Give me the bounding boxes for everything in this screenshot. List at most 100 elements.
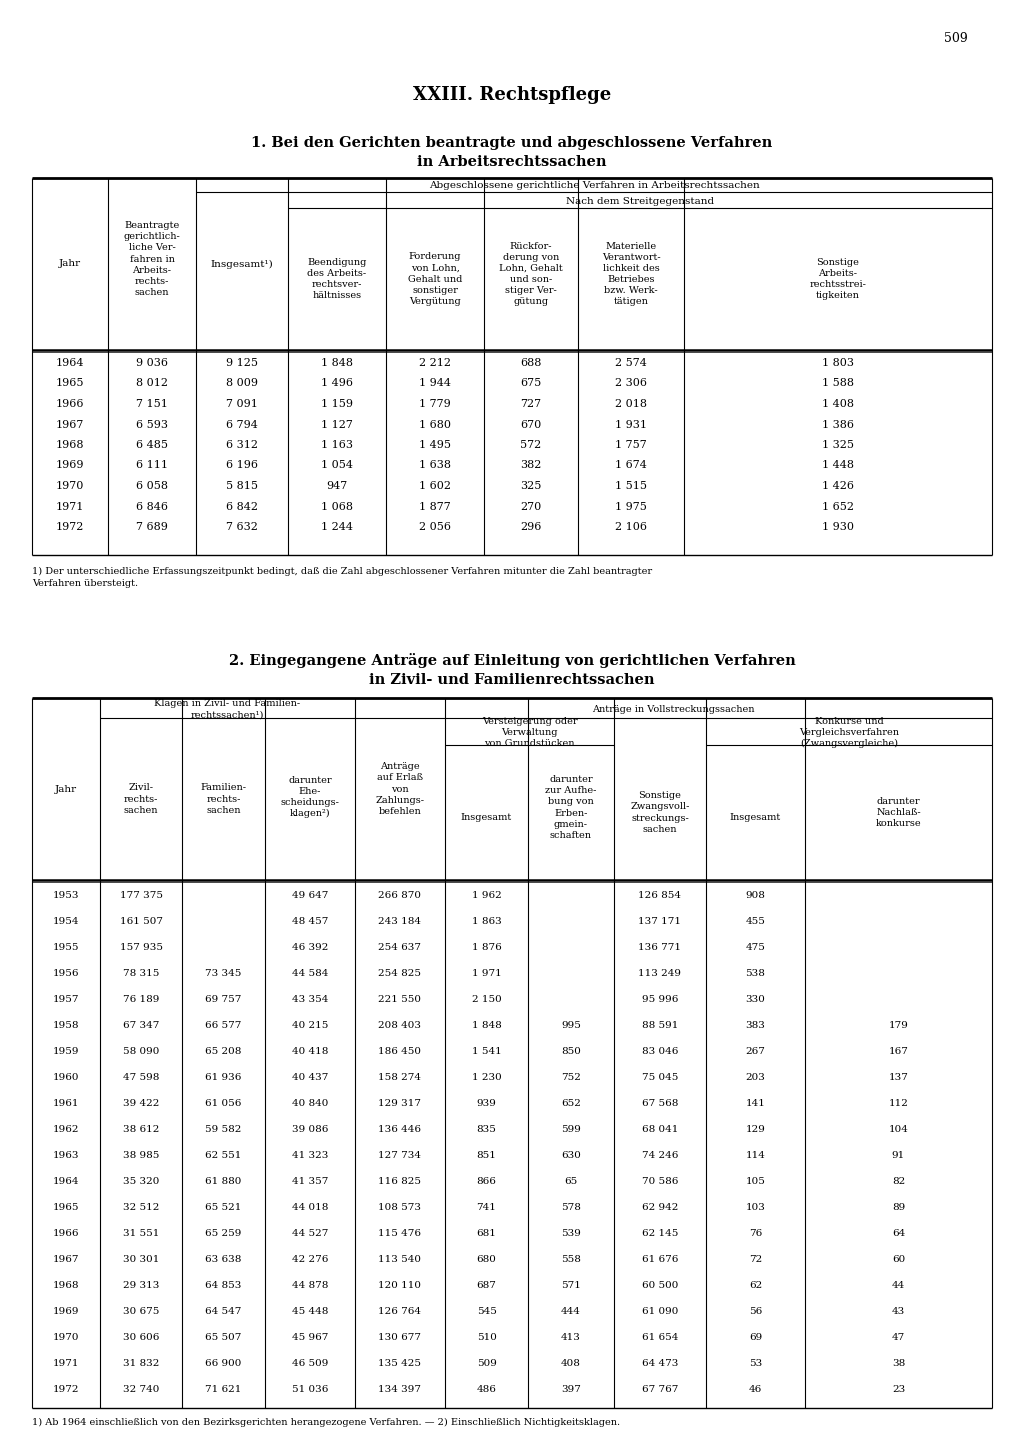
Text: 330: 330 (745, 995, 765, 1004)
Text: 61 056: 61 056 (206, 1099, 242, 1107)
Text: 254 825: 254 825 (379, 968, 422, 978)
Text: 67 767: 67 767 (642, 1384, 678, 1393)
Text: 31 551: 31 551 (123, 1229, 159, 1238)
Text: 42 276: 42 276 (292, 1255, 328, 1264)
Text: 509: 509 (476, 1358, 497, 1367)
Text: 67 568: 67 568 (642, 1099, 678, 1107)
Text: 5 815: 5 815 (226, 481, 258, 491)
Text: 30 606: 30 606 (123, 1333, 159, 1341)
Text: 8 009: 8 009 (226, 379, 258, 389)
Text: 38: 38 (892, 1358, 905, 1367)
Text: 1 975: 1 975 (615, 501, 647, 511)
Text: 444: 444 (561, 1307, 581, 1315)
Text: 116 825: 116 825 (379, 1176, 422, 1186)
Text: 752: 752 (561, 1073, 581, 1081)
Text: 43 354: 43 354 (292, 995, 328, 1004)
Text: 60 500: 60 500 (642, 1281, 678, 1290)
Text: 108 573: 108 573 (379, 1202, 422, 1212)
Text: 1 863: 1 863 (472, 916, 502, 925)
Text: 76 189: 76 189 (123, 995, 159, 1004)
Text: 157 935: 157 935 (120, 942, 163, 952)
Text: 41 323: 41 323 (292, 1150, 328, 1159)
Text: 7 632: 7 632 (226, 523, 258, 531)
Text: 1 495: 1 495 (419, 439, 451, 449)
Text: 578: 578 (561, 1202, 581, 1212)
Text: 47: 47 (892, 1333, 905, 1341)
Text: 1972: 1972 (56, 523, 84, 531)
Text: 6 842: 6 842 (226, 501, 258, 511)
Text: Insgesamt¹): Insgesamt¹) (211, 260, 273, 269)
Text: darunter
Ehe-
scheidungs-
klagen²): darunter Ehe- scheidungs- klagen²) (281, 775, 339, 819)
Text: 89: 89 (892, 1202, 905, 1212)
Text: 105: 105 (745, 1176, 765, 1186)
Text: 61 090: 61 090 (642, 1307, 678, 1315)
Text: 850: 850 (561, 1047, 581, 1055)
Text: 1 638: 1 638 (419, 461, 451, 471)
Text: 1 496: 1 496 (321, 379, 353, 389)
Text: 2 106: 2 106 (615, 523, 647, 531)
Text: 78 315: 78 315 (123, 968, 159, 978)
Text: 45 448: 45 448 (292, 1307, 328, 1315)
Text: 179: 179 (889, 1021, 908, 1030)
Text: 1958: 1958 (53, 1021, 79, 1030)
Text: 539: 539 (561, 1229, 581, 1238)
Text: 266 870: 266 870 (379, 890, 422, 899)
Text: 46 392: 46 392 (292, 942, 328, 952)
Text: 45 967: 45 967 (292, 1333, 328, 1341)
Text: 30 301: 30 301 (123, 1255, 159, 1264)
Text: Abgeschlossene gerichtliche Verfahren in Arbeitsrechtssachen: Abgeschlossene gerichtliche Verfahren in… (429, 181, 760, 191)
Text: 66 577: 66 577 (206, 1021, 242, 1030)
Text: 58 090: 58 090 (123, 1047, 159, 1055)
Text: 115 476: 115 476 (379, 1229, 422, 1238)
Text: 167: 167 (889, 1047, 908, 1055)
Text: in Zivil- und Familienrechtssachen: in Zivil- und Familienrechtssachen (370, 673, 654, 686)
Text: 43: 43 (892, 1307, 905, 1315)
Text: 62: 62 (749, 1281, 762, 1290)
Text: Anträge
auf Erlaß
von
Zahlungs-
befehlen: Anträge auf Erlaß von Zahlungs- befehlen (376, 763, 425, 816)
Text: 1 803: 1 803 (822, 358, 854, 368)
Text: 1957: 1957 (53, 995, 79, 1004)
Text: 41 357: 41 357 (292, 1176, 328, 1186)
Text: 851: 851 (476, 1150, 497, 1159)
Text: 1 971: 1 971 (472, 968, 502, 978)
Text: 51 036: 51 036 (292, 1384, 328, 1393)
Text: 61 676: 61 676 (642, 1255, 678, 1264)
Text: 35 320: 35 320 (123, 1176, 159, 1186)
Text: 397: 397 (561, 1384, 581, 1393)
Text: 1955: 1955 (53, 942, 79, 952)
Text: 64 853: 64 853 (206, 1281, 242, 1290)
Text: 74 246: 74 246 (642, 1150, 678, 1159)
Text: Nach dem Streitgegenstand: Nach dem Streitgegenstand (566, 197, 714, 205)
Text: 6 593: 6 593 (136, 419, 168, 429)
Text: 2 574: 2 574 (615, 358, 647, 368)
Text: in Arbeitsrechtssachen: in Arbeitsrechtssachen (417, 155, 607, 169)
Text: Beendigung
des Arbeits-
rechtsver-
hältnisses: Beendigung des Arbeits- rechtsver- hältn… (307, 258, 367, 300)
Text: darunter
zur Aufhe-
bung von
Erben-
gmein-
schaften: darunter zur Aufhe- bung von Erben- gmei… (546, 775, 597, 840)
Text: 130 677: 130 677 (379, 1333, 422, 1341)
Text: 64 473: 64 473 (642, 1358, 678, 1367)
Text: 134 397: 134 397 (379, 1384, 422, 1393)
Text: 1 515: 1 515 (615, 481, 647, 491)
Text: 114: 114 (745, 1150, 765, 1159)
Text: Konkurse und
Vergleichsverfahren
(Zwangsvergleiche): Konkurse und Vergleichsverfahren (Zwangs… (799, 717, 899, 748)
Text: 1 779: 1 779 (419, 399, 451, 409)
Text: Jahr: Jahr (59, 260, 81, 269)
Text: 39 422: 39 422 (123, 1099, 159, 1107)
Text: Insgesamt: Insgesamt (461, 813, 512, 821)
Text: 70 586: 70 586 (642, 1176, 678, 1186)
Text: 835: 835 (476, 1124, 497, 1133)
Text: 76: 76 (749, 1229, 762, 1238)
Text: 38 985: 38 985 (123, 1150, 159, 1159)
Text: 67 347: 67 347 (123, 1021, 159, 1030)
Text: 408: 408 (561, 1358, 581, 1367)
Text: 995: 995 (561, 1021, 581, 1030)
Text: 1 877: 1 877 (419, 501, 451, 511)
Text: 136 771: 136 771 (639, 942, 682, 952)
Text: 1 163: 1 163 (321, 439, 353, 449)
Text: 681: 681 (476, 1229, 497, 1238)
Text: 2 306: 2 306 (615, 379, 647, 389)
Text: 1. Bei den Gerichten beantragte und abgeschlossene Verfahren: 1. Bei den Gerichten beantragte und abge… (251, 136, 773, 149)
Text: 1966: 1966 (53, 1229, 79, 1238)
Text: 62 551: 62 551 (206, 1150, 242, 1159)
Text: 44 527: 44 527 (292, 1229, 328, 1238)
